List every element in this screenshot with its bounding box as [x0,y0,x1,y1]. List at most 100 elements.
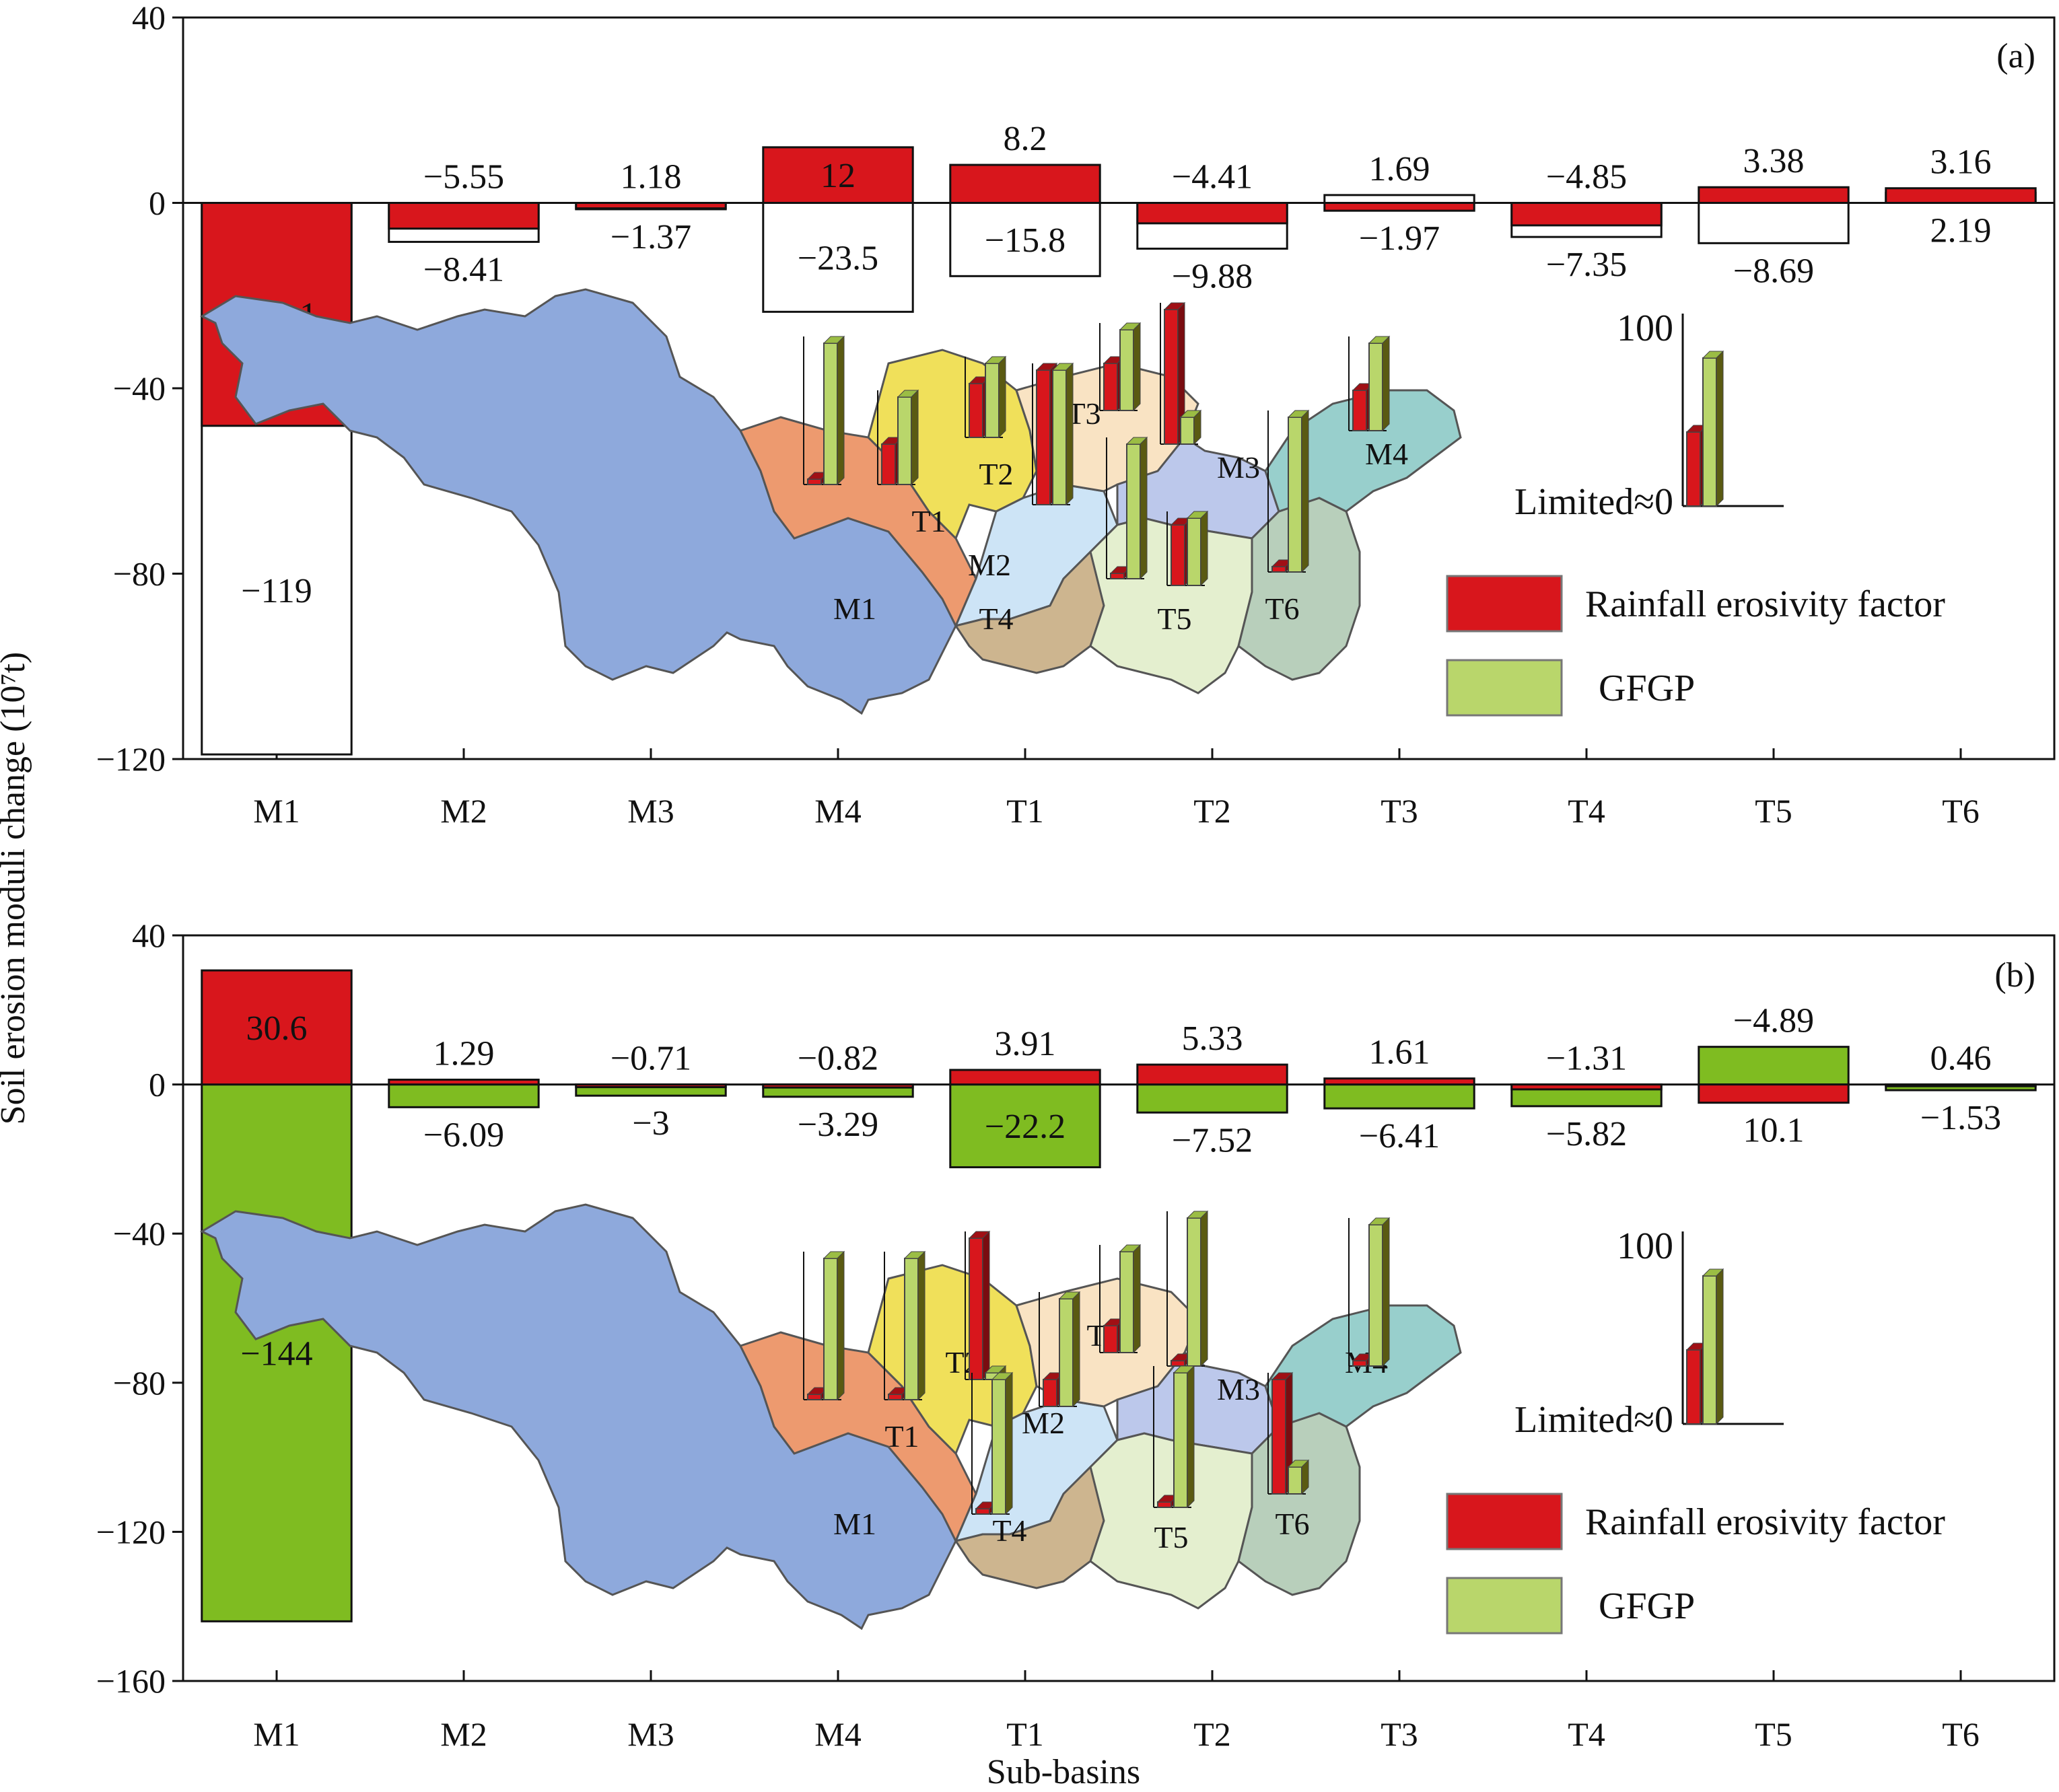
bar-series1-t6 [1885,187,2037,205]
legend-scale-bars [1682,350,1724,507]
mini-bars-t3 [971,1371,1014,1515]
mini-bar-gfgp-side [1382,335,1390,432]
mini-bar-rainfall [1157,1501,1172,1508]
mini-bar-rainfall [1036,369,1051,505]
mini-bar-gfgp [1368,1224,1383,1367]
map-label-m1: M1 [833,1507,876,1541]
mini-bars-t6 [1348,335,1391,432]
bar-series2-t3 [1323,1083,1475,1110]
x-tick-label-t1: T1 [1006,1715,1044,1753]
mini-bar-gfgp [1368,343,1383,431]
value-label-s2-m4: −3.29 [798,1106,878,1144]
mini-bar-gfgp-side [1140,436,1148,580]
value-label-s2-t5: 10.1 [1743,1112,1805,1150]
value-label-s1-t3: 1.61 [1369,1034,1430,1072]
x-tick-label-t5: T5 [1755,1715,1792,1753]
value-label-s1-t4: −1.31 [1546,1040,1627,1078]
map-label-m2: M2 [968,548,1011,582]
value-label-s1-m4: −0.82 [798,1040,878,1078]
bar-series2-m1 [201,1083,353,1622]
panel-b: 40 0 −40 −80 −120 −160 M1 M2 M3 M4 T1 T2 T3 T4 T5 T6 (b)… [96,917,2056,1753]
mini-bar-gfgp-side [1072,1291,1080,1408]
x-tick-label-m4: M4 [814,792,861,830]
value-label-s2-t2: −9.88 [1172,258,1253,296]
mini-bar-gfgp-side [998,355,1006,439]
mini-bar-gfgp-side [1716,350,1724,507]
y-tick-label: −160 [96,1662,166,1700]
mini-bar-gfgp [985,363,1000,438]
mini-bar-gfgp [1119,329,1134,411]
mini-bar-gfgp-side [1133,1244,1141,1354]
bar-series2-m2 [388,1083,540,1108]
y-tick-label: 40 [132,0,166,36]
value-label-s2-t5: −8.69 [1733,252,1814,290]
mini-bars-t4 [1166,510,1209,587]
mini-bar-gfgp-side [837,1250,845,1401]
map-label-t5: T5 [1154,1520,1188,1554]
plot-frame [182,934,2056,1682]
x-tick-label-t4: T4 [1568,792,1605,830]
value-label-s2-t2: −7.52 [1172,1121,1253,1159]
x-tick-label-t1: T1 [1006,792,1044,830]
value-label-s1-t5: −4.89 [1733,1002,1814,1040]
mini-bar-rainfall [1043,1379,1057,1407]
mini-bar-rainfall [1110,573,1125,579]
mini-bar-gfgp-side [1200,1210,1208,1367]
value-label-s2-t4: −7.35 [1546,246,1627,284]
mini-bar-rainfall [888,1394,903,1400]
mini-bars-t2 [1160,301,1202,445]
bar-series1-t2 [1136,1063,1288,1086]
bar-series1-t6 [1885,1083,2037,1087]
map-label-t6: T6 [1275,1507,1309,1541]
value-label-s1-t1: 3.91 [995,1025,1056,1063]
map-label-m3: M3 [1217,450,1260,485]
bar-series1-t5 [1698,1083,1850,1104]
value-label-s1-t6: 0.46 [1930,1040,1992,1078]
bar-series1-t1 [949,164,1101,205]
value-label-s2-t6: −1.53 [1920,1099,2001,1137]
legend-swatch-gfgp [1446,659,1563,717]
mini-bars-m3 [965,1230,1007,1381]
map-label-t5: T5 [1157,602,1191,636]
value-label-s1-m3: −0.71 [610,1040,691,1078]
legend-swatch-rainfall [1446,1493,1563,1550]
x-tick-label-t5: T5 [1755,792,1792,830]
y-tick-label: −80 [113,555,166,593]
value-label-s1-t6: 3.16 [1930,143,1992,182]
bar-series1-m2 [388,202,540,230]
mini-bar-gfgp [1052,369,1067,505]
mini-bars-m3 [965,355,1007,439]
mini-bar-gfgp [1288,417,1302,573]
map-label-m4: M4 [1365,437,1408,471]
value-label-s1-t2: 5.33 [1182,1019,1243,1058]
bar-series1-t3 [1323,202,1475,212]
bar-series1-t4 [1510,202,1663,227]
legend: 100 Limited≈0 Rainfall erosivity factor GFG… [1446,308,1945,717]
mini-bar-rainfall [1171,1360,1185,1367]
x-tick-label-m3: M3 [627,792,674,830]
x-tick-label-t3: T3 [1381,1715,1418,1753]
legend-swatch-gfgp [1446,1577,1563,1635]
bar-series1-t1 [949,1069,1101,1086]
mini-bars-m2 [877,389,919,486]
mini-bar-gfgp [1187,1217,1201,1367]
mini-bars-m4 [1039,1291,1081,1408]
mini-bar-gfgp-side [1200,510,1208,587]
value-label-s2-t3: −6.41 [1359,1117,1440,1155]
x-tick-label-t3: T3 [1381,792,1418,830]
mini-bar-gfgp-side [1193,409,1201,445]
map-label-t4: T4 [992,1513,1026,1548]
x-tick-label-m3: M3 [627,1715,674,1753]
bar-series1-t3 [1323,1077,1475,1086]
bar-series1-m3 [575,202,727,210]
map-region-t5 [1089,1432,1253,1610]
legend-label-rainfall: Rainfall erosivity factor [1585,583,1945,625]
mini-bar-rainfall [975,1508,990,1515]
mini-bars-m1 [803,1250,845,1401]
bar-series2-t1 [949,1083,1101,1169]
value-label-s1-m2: −5.55 [423,158,504,196]
value-label-s1-m4: 12 [821,157,856,195]
mini-bar-rainfall [1103,363,1118,411]
bar-series2-t5 [1698,1046,1850,1086]
